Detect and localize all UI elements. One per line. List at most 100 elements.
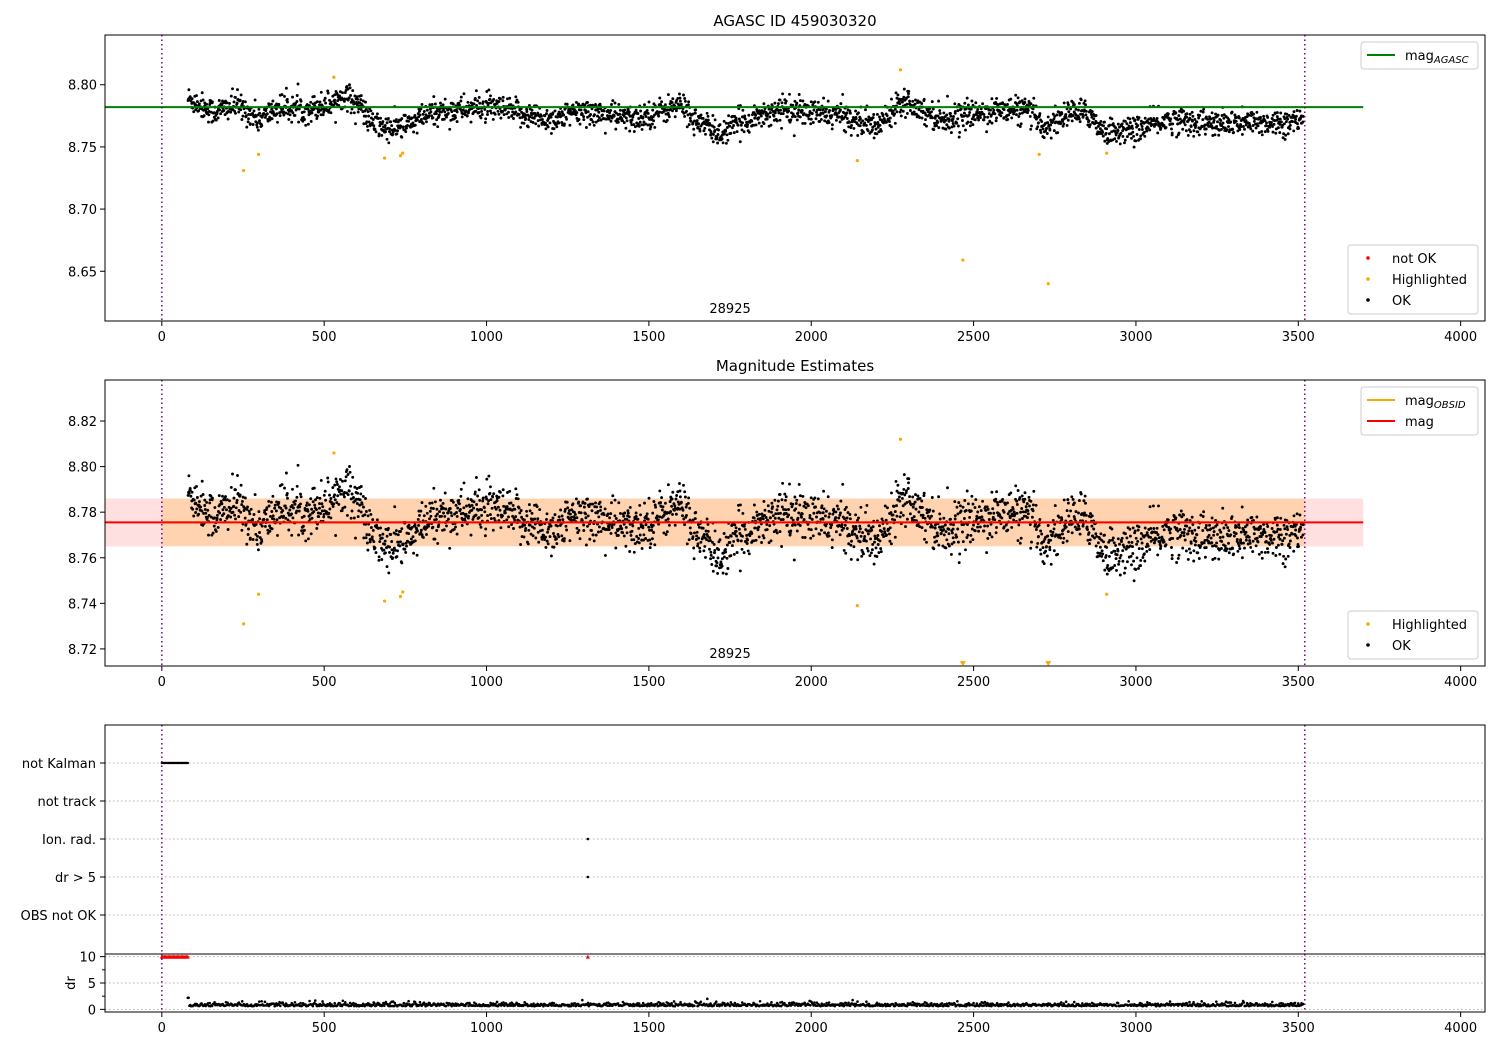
ok-point <box>938 512 942 516</box>
ok-point <box>813 100 817 104</box>
ok-point <box>651 108 655 112</box>
ok-point <box>944 118 948 122</box>
ok-point <box>1120 540 1123 543</box>
ok-point <box>923 537 926 541</box>
ok-point <box>455 120 459 124</box>
ok-point <box>826 495 830 499</box>
ok-point <box>430 501 434 505</box>
ok-point <box>821 511 825 515</box>
ok-point <box>1106 563 1110 567</box>
ok-point <box>812 108 816 112</box>
ok-point <box>272 517 276 521</box>
ok-point <box>1288 123 1292 127</box>
ok-point <box>910 516 914 520</box>
ok-point <box>418 513 421 517</box>
ok-point <box>318 506 321 510</box>
ok-point <box>844 505 848 509</box>
ok-point <box>920 102 924 105</box>
ok-point <box>857 111 860 115</box>
ok-point <box>944 530 948 534</box>
ok-point <box>281 509 285 513</box>
ok-point <box>1048 545 1052 549</box>
ok-point <box>1171 122 1175 126</box>
ok-point <box>1197 116 1201 120</box>
ok-point <box>1084 501 1087 505</box>
ok-point <box>1277 120 1281 124</box>
ok-point <box>362 122 366 126</box>
ok-point <box>458 508 462 511</box>
ok-point <box>697 536 701 540</box>
ok-point <box>578 537 582 541</box>
ok-point <box>210 100 214 104</box>
ok-point <box>797 511 801 515</box>
ok-point <box>1292 110 1296 114</box>
ok-point <box>911 99 915 103</box>
ok-point <box>248 122 252 126</box>
ok-point <box>501 494 505 498</box>
ok-point <box>1247 113 1251 117</box>
ok-point <box>1100 549 1104 553</box>
legend-point-swatch <box>1366 298 1370 302</box>
ok-point <box>1257 131 1261 135</box>
ok-point <box>931 509 935 513</box>
ok-point <box>243 506 247 510</box>
ok-point <box>985 130 989 134</box>
ok-point <box>361 99 365 103</box>
ok-point <box>503 511 507 515</box>
ok-point <box>947 119 951 123</box>
ok-point <box>563 507 567 511</box>
ok-point <box>937 543 941 547</box>
ok-point <box>211 531 215 535</box>
ok-point <box>942 111 946 115</box>
ok-point <box>709 553 713 557</box>
ok-point <box>291 487 294 491</box>
ok-point <box>863 535 867 538</box>
ok-point <box>1047 541 1051 544</box>
ok-point <box>780 101 784 105</box>
ok-point <box>781 481 785 485</box>
ok-point <box>571 502 575 506</box>
ok-point <box>421 535 425 539</box>
ok-point <box>684 505 688 509</box>
ok-point <box>713 529 717 533</box>
ok-point <box>436 125 440 129</box>
ok-point <box>1103 568 1107 572</box>
ok-point <box>435 507 439 511</box>
highlighted-point <box>332 75 336 79</box>
ok-point <box>757 121 761 125</box>
ok-point <box>356 110 360 114</box>
ok-point <box>385 137 389 141</box>
ok-point <box>393 505 397 509</box>
ok-point <box>1052 527 1056 531</box>
ok-point <box>1108 539 1112 542</box>
ok-point <box>1222 113 1226 117</box>
ok-point <box>1067 514 1071 518</box>
ok-point <box>356 515 360 519</box>
ok-point <box>1145 549 1149 553</box>
ok-point <box>995 96 999 100</box>
ok-point <box>441 103 445 107</box>
ok-point <box>807 527 811 531</box>
ok-point <box>251 123 255 126</box>
ok-point <box>206 508 210 512</box>
ok-point <box>296 463 300 467</box>
ok-point <box>802 518 806 521</box>
ok-point <box>776 499 780 503</box>
ok-point <box>200 479 204 483</box>
ok-point <box>210 496 214 500</box>
ok-point <box>351 89 355 93</box>
ok-point <box>388 127 392 131</box>
ok-point <box>607 528 611 532</box>
ok-point <box>558 518 562 522</box>
ok-point <box>932 547 936 551</box>
ok-point <box>735 130 739 134</box>
ok-point <box>854 527 858 531</box>
ok-point <box>969 107 973 111</box>
ok-point <box>561 518 565 522</box>
ok-point <box>473 97 477 100</box>
ok-point <box>688 116 692 120</box>
ok-point <box>371 118 375 121</box>
ok-point <box>1251 129 1255 133</box>
ok-point <box>1081 524 1085 528</box>
ok-point <box>979 509 983 513</box>
